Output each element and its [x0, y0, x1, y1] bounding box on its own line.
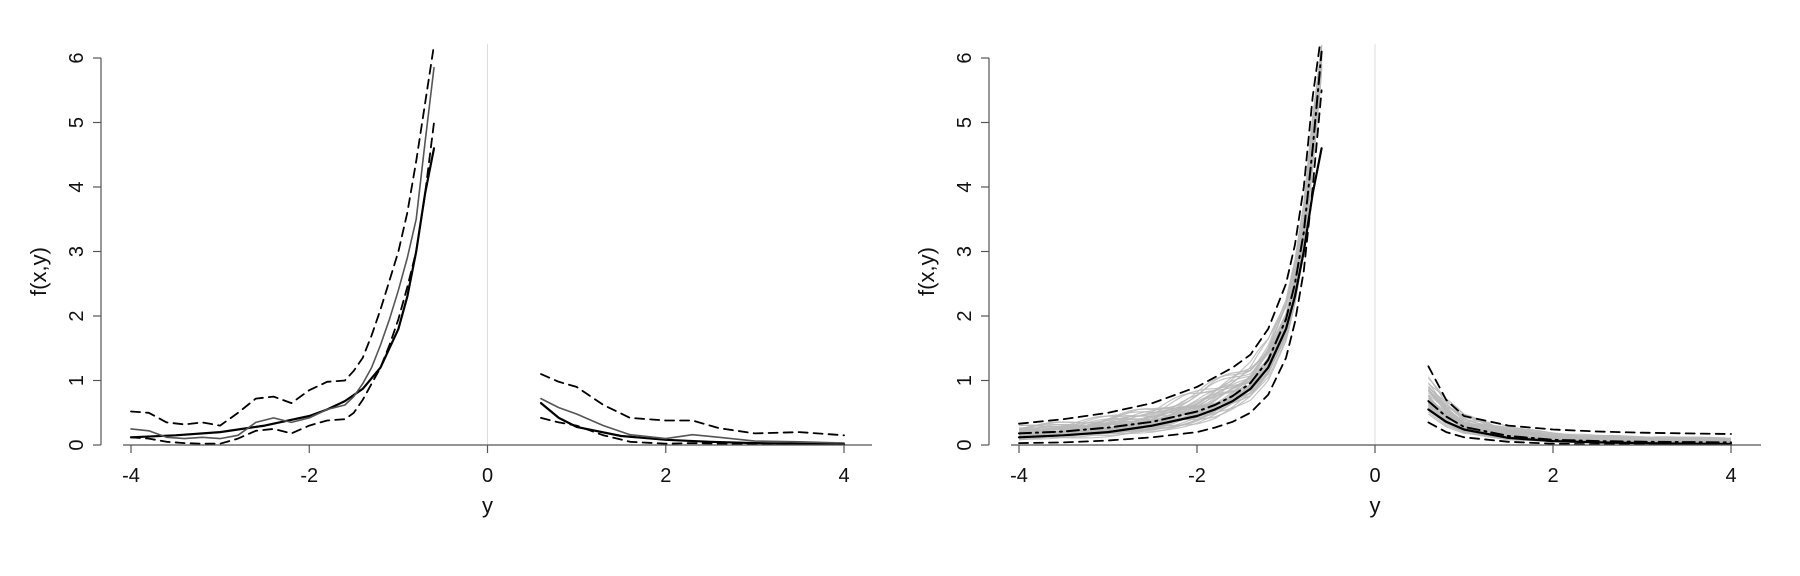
y-tick-label: 5: [954, 117, 976, 128]
series-line-upper-band: [1018, 44, 1321, 425]
x-axis-title: y: [1370, 493, 1381, 518]
axes: 0 1 2 3 4 5 6 -4 -2 0 2 4: [66, 52, 872, 487]
replicate-curve: [1018, 64, 1323, 438]
y-tick-label: 3: [954, 246, 976, 257]
x-tick-label: -2: [1188, 465, 1206, 487]
y-tick-label: 4: [66, 181, 88, 192]
replicate-curve: [1018, 66, 1323, 440]
y-tick-label: 4: [954, 181, 976, 192]
series-line-estimate: [540, 397, 845, 444]
series-upper-band: [1018, 44, 1732, 435]
replicate-curve: [1018, 56, 1323, 434]
x-tick-label: 2: [1547, 465, 1558, 487]
x-tick-label: -4: [1010, 465, 1028, 487]
replicate-curve: [1018, 47, 1323, 430]
series-line-upper-band: [1427, 365, 1732, 435]
replicate-curve: [1018, 66, 1323, 440]
replicate-curve: [1018, 55, 1323, 435]
series-line-upper-band: [130, 44, 435, 427]
replicate-curve: [1018, 53, 1323, 432]
series-mean: [1018, 50, 1732, 444]
y-tick-label: 1: [954, 375, 976, 386]
left-panel: 0 1 2 3 4 5 6 -4 -2 0 2 4 y f(x,y): [26, 44, 872, 518]
y-axis-title: f(x,y): [26, 247, 51, 296]
x-tick-label: 0: [1369, 465, 1380, 487]
replicate-curve: [1018, 50, 1323, 431]
x-tick-label: 0: [482, 465, 493, 487]
x-tick-label: -4: [122, 465, 140, 487]
replicate-curve: [1018, 66, 1323, 439]
replicate-curve: [1018, 45, 1323, 431]
x-tick-label: -2: [300, 465, 318, 487]
replicate-curve: [1018, 67, 1323, 439]
replicate-curve: [1018, 50, 1323, 432]
y-axis-title: f(x,y): [914, 247, 939, 296]
replicate-curve: [1018, 70, 1323, 439]
series-line-estimate: [130, 66, 435, 440]
replicate-curve: [1018, 63, 1323, 437]
y-tick-label: 2: [66, 310, 88, 321]
replicate-curve: [1018, 67, 1323, 440]
series-estimate: [130, 66, 845, 444]
y-tick-label: 6: [954, 52, 976, 63]
y-tick-label: 5: [66, 117, 88, 128]
replicate-curve: [1018, 44, 1323, 430]
series-line-lower-band: [130, 121, 435, 445]
replicate-curve: [1018, 53, 1323, 431]
y-tick-label: 1: [66, 375, 88, 386]
replicate-curve: [1019, 56, 1323, 433]
series-line-true: [1017, 147, 1323, 439]
y-tick-label: 2: [954, 310, 976, 321]
series-line-true: [539, 402, 846, 445]
y-tick-label: 0: [66, 439, 88, 450]
replicate-curve: [1018, 68, 1323, 440]
y-tick-label: 3: [66, 246, 88, 257]
axes: 0 1 2 3 4 5 6 -4 -2 0 2 4: [954, 52, 1761, 487]
replicate-curve: [1018, 56, 1323, 434]
replicate-curve: [1018, 65, 1323, 439]
series-upper-band: [130, 44, 845, 437]
series-line-mean: [1018, 50, 1323, 435]
x-tick-label: 4: [838, 465, 849, 487]
series-line-mean: [1427, 400, 1732, 444]
y-tick-label: 6: [66, 52, 88, 63]
series-line-upper-band: [540, 373, 845, 437]
replicate-curve: [1428, 392, 1732, 441]
plot-area: [1017, 44, 1733, 445]
x-tick-label: 2: [660, 465, 671, 487]
x-axis-title: y: [482, 493, 493, 518]
replicate-curve: [1018, 45, 1323, 428]
series-line-true: [129, 147, 436, 439]
series-line-lower-band: [1018, 89, 1323, 444]
right-panel: 0 1 2 3 4 5 6 -4 -2 0 2 4 y f(x,y): [914, 44, 1761, 518]
replicate-curve: [1018, 53, 1323, 433]
replicate-curve: [1018, 69, 1323, 441]
replicate-curve: [1018, 69, 1323, 440]
replicate-curve: [1018, 68, 1323, 437]
replicate-curve: [1018, 57, 1323, 434]
x-tick-label: 4: [1725, 465, 1736, 487]
y-tick-label: 0: [954, 439, 976, 450]
replicate-curve: [1018, 46, 1323, 428]
